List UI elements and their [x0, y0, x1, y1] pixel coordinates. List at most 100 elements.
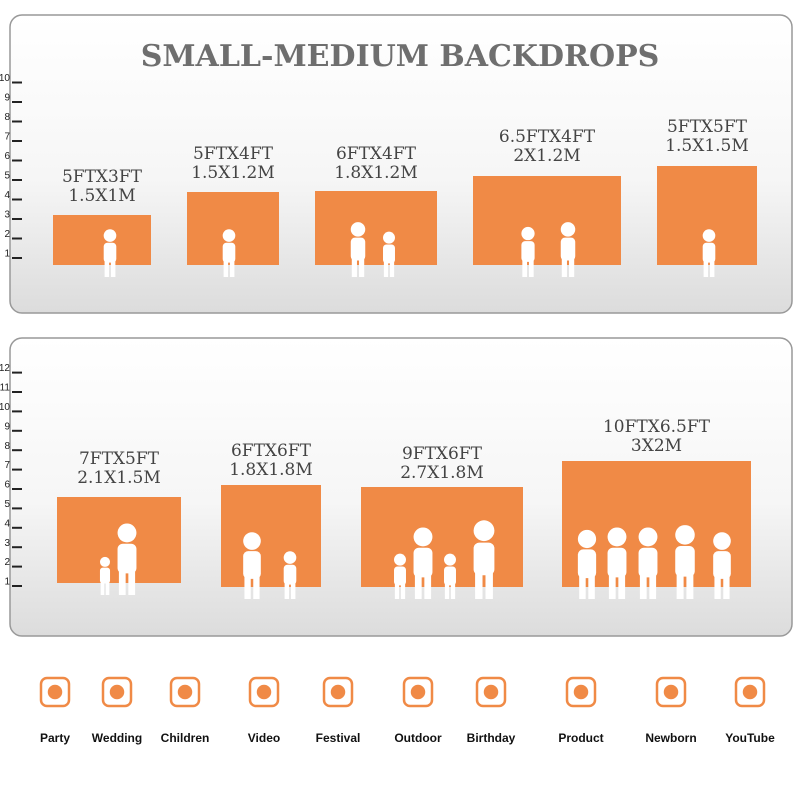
ruler-label: 1 [4, 577, 10, 588]
silhouette [713, 532, 731, 599]
silhouette-leg [709, 260, 715, 277]
silhouette-head [243, 532, 261, 550]
silhouette-body [383, 244, 395, 264]
silhouette-leg [383, 261, 389, 277]
icon-dot [47, 684, 63, 700]
silhouette-head [103, 229, 117, 242]
icon-shape [322, 676, 354, 708]
ruler-label: 2 [4, 229, 10, 240]
icon-label: Children [161, 731, 210, 745]
silhouette-leg [649, 574, 657, 599]
silhouette-body [675, 545, 695, 577]
silhouette-body [413, 547, 433, 578]
backdrop-metric: 3X2M [631, 436, 682, 456]
silhouette [394, 553, 406, 599]
backdrop-size: 5FTX3FT [62, 167, 143, 187]
silhouette-body [473, 542, 495, 576]
silhouette-body [607, 547, 627, 578]
silhouette-leg [686, 573, 694, 599]
silhouette-leg [475, 572, 483, 599]
icon-shape [39, 676, 71, 708]
icon-shape [101, 676, 133, 708]
silhouette-leg [414, 574, 422, 599]
silhouette-leg [118, 570, 126, 595]
icon [655, 676, 687, 708]
silhouette-head [675, 525, 695, 545]
silhouette [99, 556, 111, 595]
silhouette [350, 222, 366, 277]
silhouette [103, 229, 117, 277]
backdrop-size: 6FTX6FT [231, 441, 312, 461]
silhouette-leg [639, 574, 647, 599]
ruler-label: 11 [0, 383, 10, 394]
ruler-label: 3 [4, 538, 10, 549]
ruler-label: 8 [4, 441, 10, 452]
silhouette-leg [723, 576, 730, 599]
silhouette-body [103, 242, 117, 263]
backdrop-size: 9FTX6FT [402, 444, 483, 464]
backdrop-metric: 2.7X1.8M [400, 463, 484, 483]
silhouette-head [560, 222, 576, 237]
silhouette-body [560, 237, 576, 261]
ruler-label: 1 [4, 249, 10, 260]
icon-dot [483, 684, 499, 700]
silhouette-leg [485, 572, 493, 599]
silhouette-body [713, 551, 731, 579]
ruler-label: 4 [4, 518, 10, 529]
backdrop-metric: 1.5X1.2M [191, 163, 275, 183]
icon-label: Outdoor [394, 731, 442, 745]
ruler-label: 8 [4, 112, 10, 123]
icon [101, 676, 133, 708]
ruler-label: 7 [4, 132, 10, 143]
silhouette-leg [359, 258, 365, 277]
silhouette-leg [588, 575, 595, 599]
icon-shape [565, 676, 597, 708]
icon-dot [177, 684, 193, 700]
backdrop-size: 5FTX4FT [193, 144, 274, 164]
silhouette-head [413, 527, 433, 547]
silhouette-leg [351, 258, 357, 277]
backdrop [361, 487, 523, 587]
icon [322, 676, 354, 708]
backdrop-size: 7FTX5FT [79, 449, 160, 469]
silhouette-head [713, 532, 731, 550]
icon-shape [402, 676, 434, 708]
backdrop [221, 485, 321, 587]
backdrop-metric: 2.1X1.5M [77, 468, 161, 488]
icon [248, 676, 280, 708]
silhouette [243, 532, 261, 599]
silhouette [521, 226, 535, 277]
icon-shape [169, 676, 201, 708]
silhouette-body [521, 241, 535, 262]
icon-dot [256, 684, 272, 700]
backdrop-size: 6.5FTX4FT [499, 127, 596, 147]
silhouette-leg [522, 259, 528, 277]
ruler-label: 4 [4, 190, 10, 201]
silhouette-leg [703, 260, 709, 277]
silhouette-leg [244, 576, 251, 599]
ruler-label: 5 [4, 171, 10, 182]
silhouette-body [99, 567, 111, 584]
silhouette-head [117, 523, 137, 543]
silhouette-leg [400, 583, 406, 599]
silhouette [473, 520, 495, 599]
silhouette-leg [284, 582, 290, 599]
silhouette-body [117, 543, 137, 574]
silhouette-body [350, 237, 366, 261]
backdrop [53, 215, 151, 265]
silhouette [444, 553, 456, 599]
silhouette-head [702, 229, 716, 242]
backdrop [473, 176, 621, 265]
silhouette [117, 523, 137, 595]
silhouette-body [577, 549, 597, 579]
backdrop-metric: 1.8X1.8M [229, 460, 313, 480]
silhouette-head [394, 553, 406, 566]
backdrop-size: 10FTX6.5FT [603, 417, 711, 437]
icon-dot [109, 684, 125, 700]
silhouette-leg [253, 576, 260, 599]
silhouette-leg [569, 258, 575, 277]
silhouette-head [444, 553, 456, 566]
silhouette-head [222, 229, 236, 242]
silhouette [702, 229, 716, 277]
